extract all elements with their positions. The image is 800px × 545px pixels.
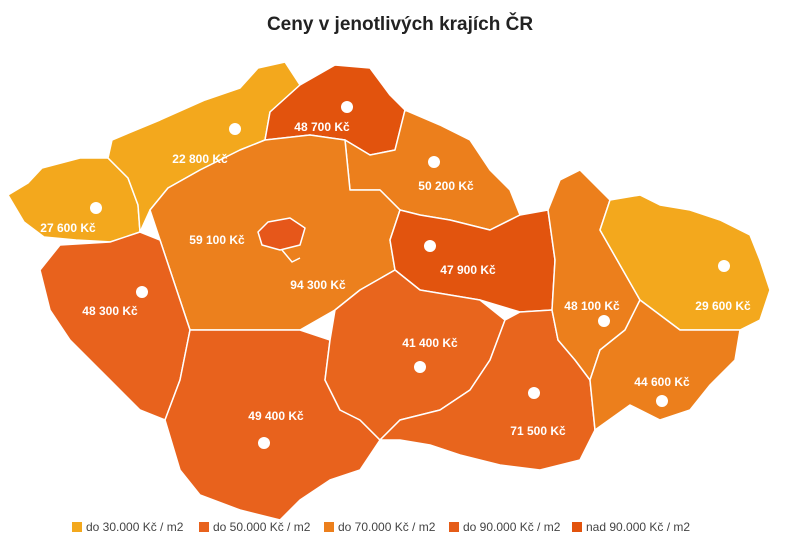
region-label: 49 400 Kč — [248, 409, 304, 423]
markers — [90, 101, 730, 449]
marker — [90, 202, 102, 214]
region-label: 29 600 Kč — [695, 299, 751, 313]
marker — [428, 156, 440, 168]
regions — [7, 61, 771, 521]
marker — [229, 123, 241, 135]
region-label: 44 600 Kč — [634, 375, 690, 389]
region — [589, 299, 741, 431]
marker — [656, 395, 668, 407]
region-label: 50 200 Kč — [418, 179, 474, 193]
region-label: 48 300 Kč — [82, 304, 138, 318]
marker — [528, 387, 540, 399]
legend-swatch — [572, 522, 582, 532]
region-label: 59 100 Kč — [189, 233, 245, 247]
legend-label: nad 90.000 Kč / m2 — [586, 520, 690, 534]
legend-swatch — [324, 522, 334, 532]
region-label: 22 800 Kč — [172, 152, 228, 166]
region — [257, 217, 306, 251]
region-labels: 27 600 Kč 22 800 Kč 48 700 Kč 50 200 Kč … — [40, 120, 751, 438]
region-label: 41 400 Kč — [402, 336, 458, 350]
marker — [341, 101, 353, 113]
marker — [424, 240, 436, 252]
legend-label: do 30.000 Kč / m2 — [86, 520, 184, 534]
map-title: Ceny v jenotlivých krajích ČR — [267, 13, 533, 35]
legend-label: do 50.000 Kč / m2 — [213, 520, 311, 534]
legend-label: do 90.000 Kč / m2 — [463, 520, 561, 534]
region-label: 27 600 Kč — [40, 221, 96, 235]
marker — [598, 315, 610, 327]
legend-swatch — [72, 522, 82, 532]
region-label: 94 300 Kč — [290, 278, 346, 292]
region-label: 47 900 Kč — [440, 263, 496, 277]
region — [39, 231, 191, 421]
region-label: 48 100 Kč — [564, 299, 620, 313]
marker — [136, 286, 148, 298]
region-label: 48 700 Kč — [294, 120, 350, 134]
prague-pointer — [281, 249, 301, 263]
legend-swatch — [449, 522, 459, 532]
marker — [414, 361, 426, 373]
legend-label: do 70.000 Kč / m2 — [338, 520, 436, 534]
legend: do 30.000 Kč / m2 do 50.000 Kč / m2 do 70.… — [72, 520, 690, 534]
legend-swatch — [199, 522, 209, 532]
region — [164, 329, 381, 521]
marker — [258, 437, 270, 449]
region-label: 71 500 Kč — [510, 424, 566, 438]
marker — [718, 260, 730, 272]
